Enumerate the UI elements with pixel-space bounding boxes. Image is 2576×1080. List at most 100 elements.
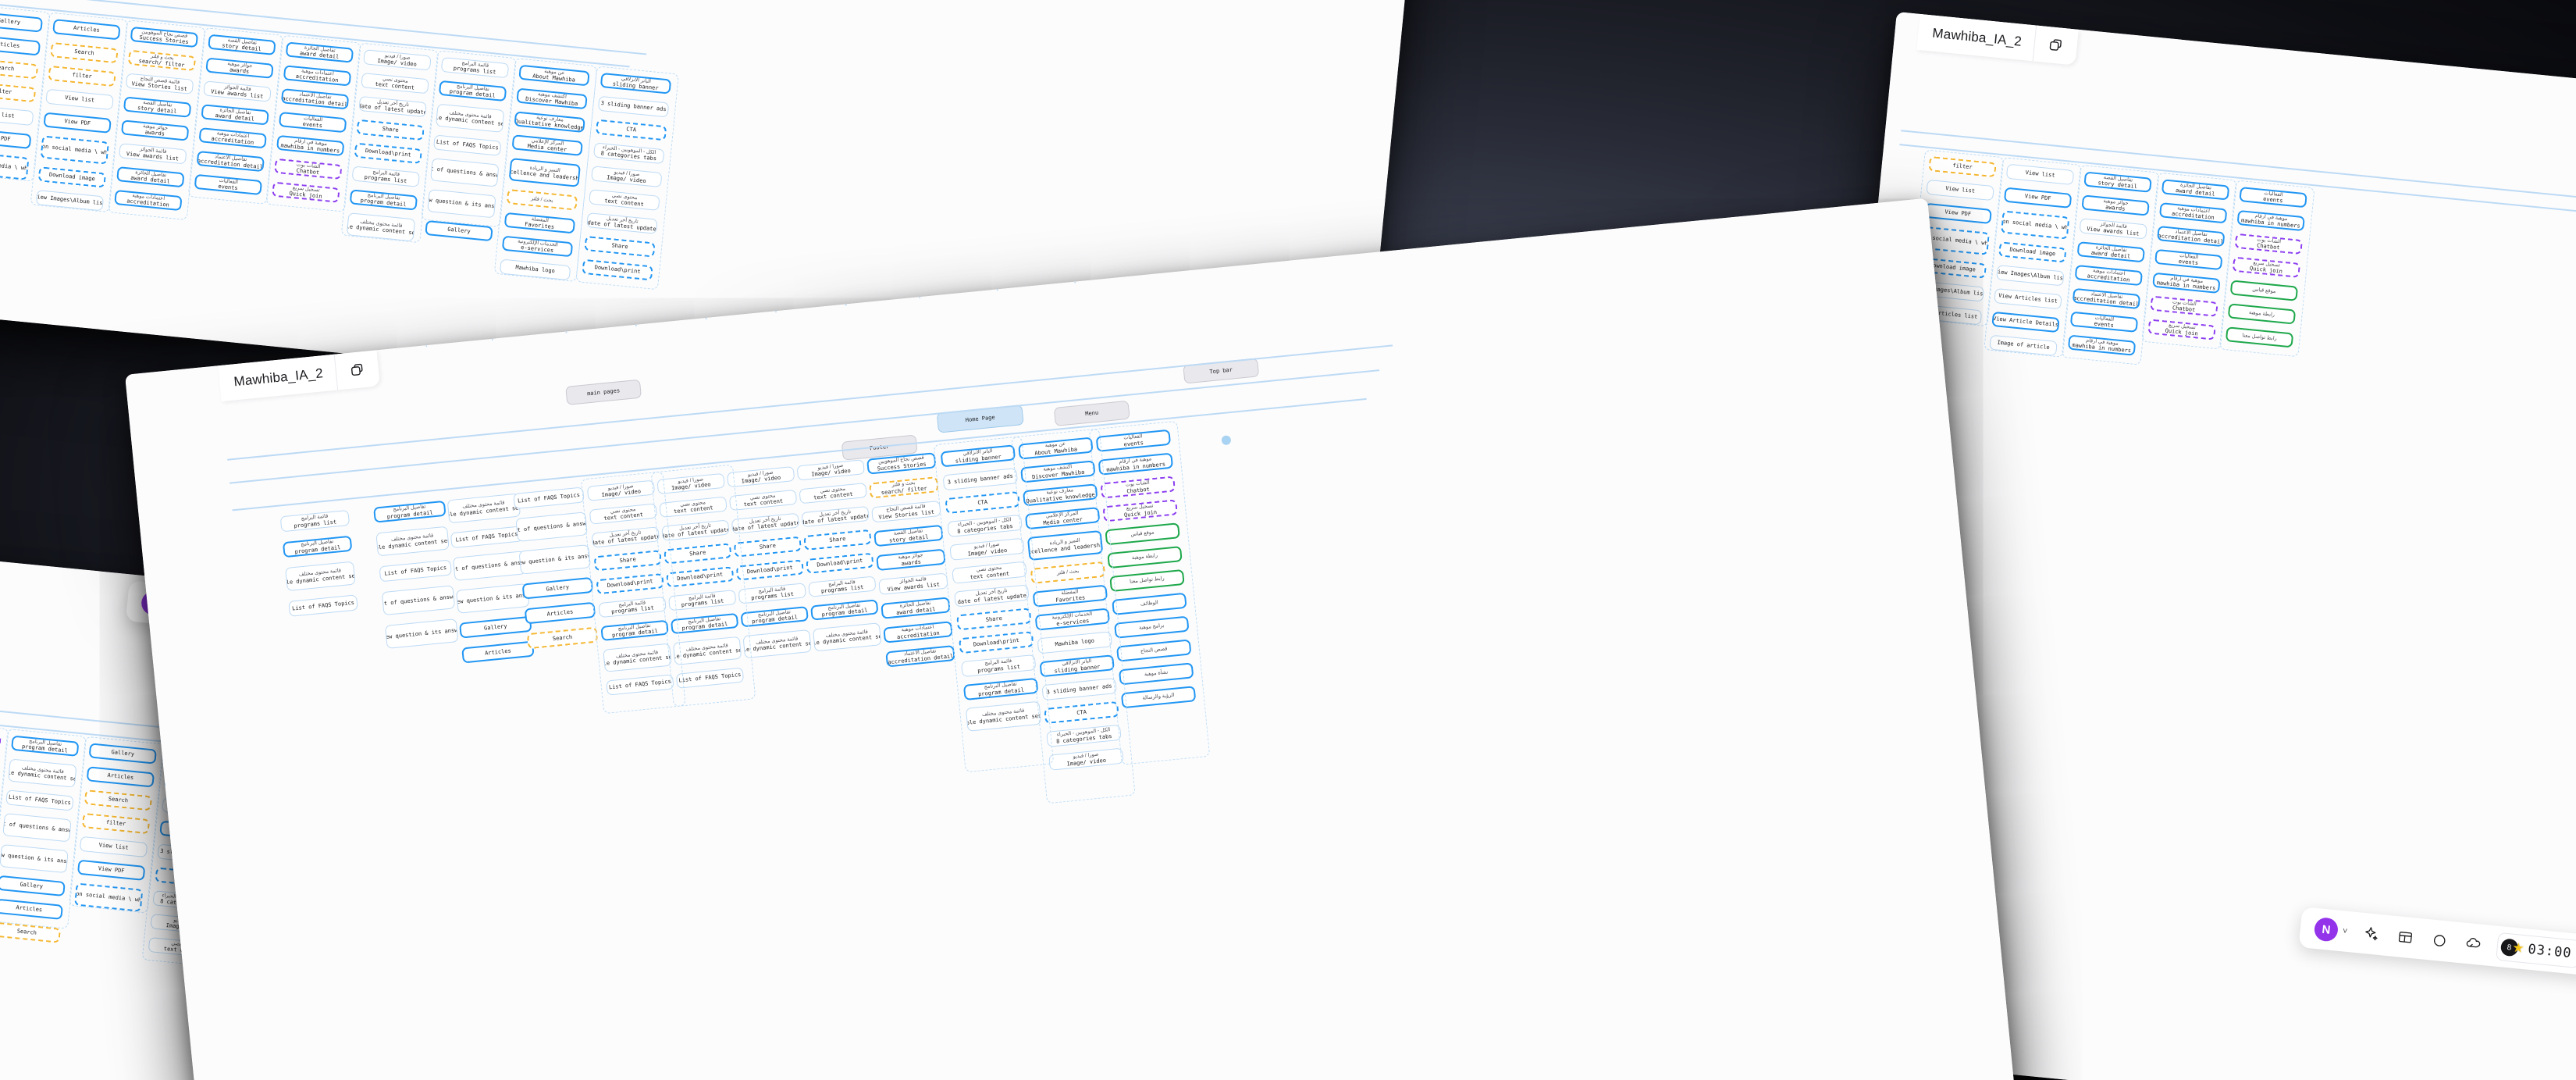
diagram-node[interactable]: جوائز موهبة awards xyxy=(876,548,946,572)
avatar[interactable]: N xyxy=(2313,916,2339,943)
diagram-node[interactable]: View question & its answer xyxy=(455,583,530,614)
diagram-node[interactable]: اعتمادات موهبة accreditation xyxy=(883,621,953,643)
connector-line xyxy=(227,344,1393,461)
node-label-en: Articles xyxy=(484,647,512,657)
node-group-outline xyxy=(425,345,428,348)
diagram-node[interactable]: List of questions & answers xyxy=(381,585,456,616)
diagram-node[interactable]: تفاصيل الاعتماد accreditation detail xyxy=(885,645,955,668)
node-label-en: programs list xyxy=(750,590,795,602)
diagram-node[interactable]: main pages xyxy=(565,379,642,405)
file-tab[interactable]: Mawhiba_IA_2 xyxy=(218,350,380,402)
node-label-en: text content xyxy=(743,497,784,508)
copy-duplicate-icon[interactable] xyxy=(333,350,380,390)
node-group-outline xyxy=(1074,281,1076,283)
sparkle-ai-icon[interactable] xyxy=(2359,922,2383,946)
node-label-en: View awards list xyxy=(887,580,941,593)
node-label-en: awards xyxy=(901,558,922,567)
file-tab[interactable]: Mawhiba_IA_2 xyxy=(1916,13,2079,66)
node-label-en: Gallery xyxy=(546,583,570,593)
diagram-node[interactable]: Share xyxy=(733,536,802,558)
node-label-en: Search xyxy=(552,633,573,642)
top-right-toolbar[interactable]: N ˅ 8 ★ 03:00 xyxy=(2298,907,2576,981)
node-group-outline xyxy=(775,311,777,313)
node-label-en: Articles xyxy=(546,608,574,618)
node-label-en: main pages xyxy=(586,387,621,397)
star-icon: ★ xyxy=(2511,939,2525,957)
diagram-node[interactable]: List of FAQS Topics xyxy=(513,487,585,510)
cursor-dot xyxy=(1221,435,1232,446)
diagram-node[interactable]: Gallery xyxy=(521,576,594,600)
node-label-en: Gallery xyxy=(483,622,507,632)
diagram-node[interactable]: List of FAQS Topics xyxy=(288,594,358,617)
node-group-outline xyxy=(565,331,568,333)
diagram-node[interactable]: List of FAQS Topics xyxy=(379,559,453,583)
diagram-node[interactable]: تفاصيل القصة story detail xyxy=(873,524,944,547)
diagram-node[interactable]: View question & its answer xyxy=(518,544,591,575)
copy-duplicate-icon[interactable] xyxy=(2032,25,2079,66)
node-label-en: List of FAQS Topics xyxy=(455,530,518,544)
node-label-en: Home Page xyxy=(965,414,995,423)
diagram-node[interactable]: Gallery xyxy=(459,615,532,639)
node-label-en: List of questions & answers xyxy=(452,558,527,573)
node-group-outline xyxy=(491,338,493,340)
timer-widget[interactable]: 8 ★ 03:00 xyxy=(2495,932,2576,969)
node-group-outline xyxy=(996,289,998,291)
diagram-node[interactable]: تفاصيل الجائزة award detail xyxy=(881,597,951,619)
node-label-en: Top bar xyxy=(1209,366,1233,376)
node-label-en: Menu xyxy=(1084,409,1099,417)
node-label-en: Gallery xyxy=(447,226,471,235)
node-label-en: List of questions & answers xyxy=(515,519,588,534)
node-group-outline xyxy=(705,317,707,320)
shape-circle-icon[interactable] xyxy=(2428,929,2452,953)
cloud-comment-icon[interactable] xyxy=(2461,932,2485,956)
frame-icon[interactable] xyxy=(2393,925,2418,950)
diagram-node[interactable]: View question & its answer xyxy=(384,618,459,649)
diagram-node[interactable]: قائمة قصص النجاح View Stories list xyxy=(871,500,941,523)
diagram-node[interactable]: List of FAQS Topics xyxy=(450,526,524,549)
node-group-outline xyxy=(2218,180,2315,358)
diagram-node[interactable]: بحث و فلتر search/ filter xyxy=(869,476,939,499)
node-label-en: Search xyxy=(16,928,37,937)
diagram-node[interactable]: Articles xyxy=(524,601,596,625)
node-label-en: search/ filter xyxy=(881,484,927,496)
node-group-outline xyxy=(845,304,847,306)
diagram-node[interactable]: Search xyxy=(526,626,599,650)
node-label-en: programs list xyxy=(294,519,337,529)
node-label-en: View question & its answer xyxy=(455,591,529,606)
window-main-center[interactable]: main pages Top bar Menu Footer Home Page قائم… xyxy=(125,198,2018,1080)
diagram-node[interactable]: Articles xyxy=(461,640,535,664)
diagram-node[interactable]: Share xyxy=(803,529,872,551)
diagram-node[interactable]: List of questions & answers xyxy=(452,551,527,582)
diagram-node[interactable]: Download\print xyxy=(735,559,805,581)
node-group-outline xyxy=(919,297,921,299)
diagram-node[interactable]: قائمة الجوائز View awards list xyxy=(878,572,948,595)
node-label-en: List of FAQS Topics xyxy=(291,599,355,612)
diagram-node[interactable]: Download\print xyxy=(806,552,874,574)
diagram-node[interactable]: List of questions & answers xyxy=(515,511,588,542)
node-label-en: Download\print xyxy=(746,564,794,576)
chevron-down-icon[interactable]: ˅ xyxy=(2342,926,2348,936)
node-label-en: View question & its answer xyxy=(518,551,591,567)
node-label-en: Share xyxy=(759,542,777,551)
node-label-en: List of FAQS Topics xyxy=(383,564,447,577)
